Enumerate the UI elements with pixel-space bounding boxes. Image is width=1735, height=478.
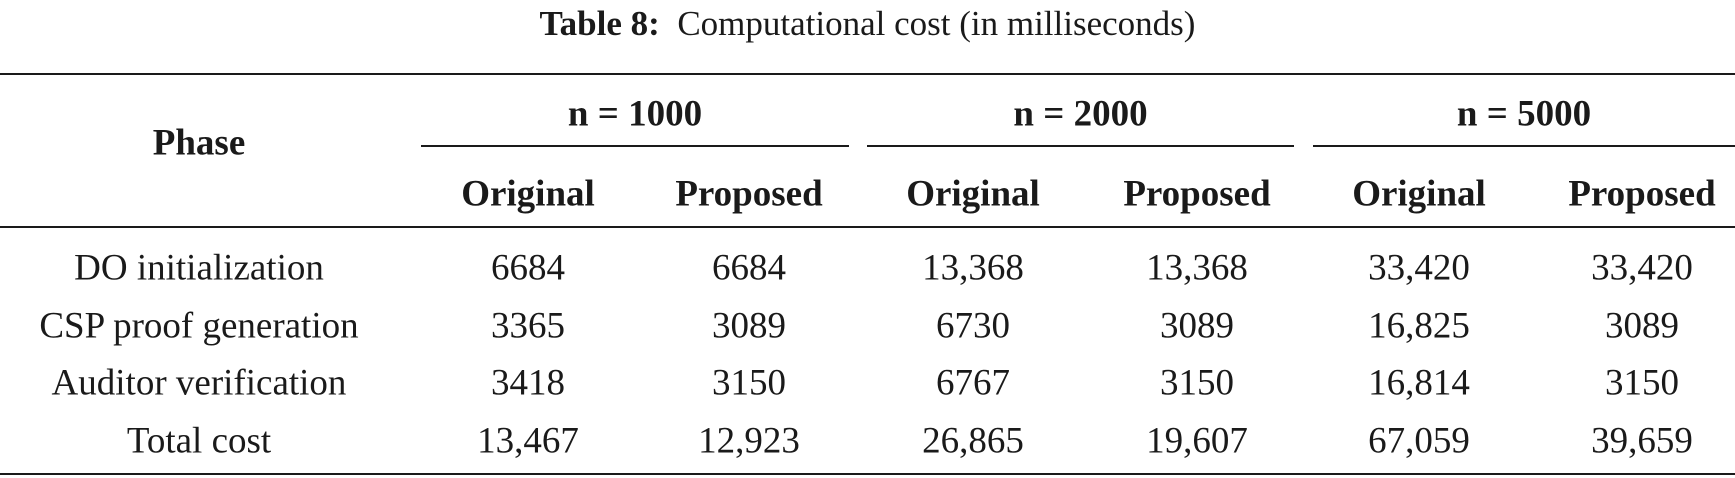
value-cell: 3150 bbox=[1160, 362, 1234, 404]
subheader: Proposed bbox=[675, 173, 823, 215]
subheader: Original bbox=[1352, 173, 1486, 215]
value-cell: 26,865 bbox=[922, 420, 1024, 462]
value-cell: 19,607 bbox=[1146, 420, 1248, 462]
value-cell: 16,814 bbox=[1368, 362, 1470, 404]
value-cell: 6767 bbox=[936, 362, 1010, 404]
header-rule bbox=[0, 226, 1735, 228]
group-rule bbox=[421, 145, 849, 147]
value-cell: 39,659 bbox=[1591, 420, 1693, 462]
value-cell: 3365 bbox=[491, 305, 565, 347]
subheader: Original bbox=[461, 173, 595, 215]
caption: Table 8: Computational cost (in millisec… bbox=[0, 4, 1735, 44]
value-cell: 3418 bbox=[491, 362, 565, 404]
value-cell: 12,923 bbox=[698, 420, 800, 462]
value-cell: 6730 bbox=[936, 305, 1010, 347]
phase-cell: Auditor verification bbox=[51, 362, 347, 404]
phase-cell: DO initialization bbox=[74, 247, 324, 289]
top-rule bbox=[0, 73, 1735, 75]
subheader: Proposed bbox=[1123, 173, 1271, 215]
group-rule bbox=[1313, 145, 1735, 147]
value-cell: 6684 bbox=[712, 247, 786, 289]
value-cell: 3089 bbox=[712, 305, 786, 347]
value-cell: 3150 bbox=[1605, 362, 1679, 404]
value-cell: 13,467 bbox=[477, 420, 579, 462]
value-cell: 3150 bbox=[712, 362, 786, 404]
value-cell: 33,420 bbox=[1368, 247, 1470, 289]
value-cell: 67,059 bbox=[1368, 420, 1470, 462]
value-cell: 13,368 bbox=[922, 247, 1024, 289]
caption-text: Computational cost (in milliseconds) bbox=[677, 4, 1196, 43]
phase-header: Phase bbox=[152, 122, 246, 164]
subheader: Proposed bbox=[1568, 173, 1716, 215]
bottom-rule bbox=[0, 473, 1735, 475]
subheader: Original bbox=[906, 173, 1040, 215]
value-cell: 16,825 bbox=[1368, 305, 1470, 347]
value-cell: 6684 bbox=[491, 247, 565, 289]
phase-cell: Total cost bbox=[126, 420, 272, 462]
value-cell: 3089 bbox=[1160, 305, 1234, 347]
group-header: n = 1000 bbox=[567, 93, 703, 135]
value-cell: 13,368 bbox=[1146, 247, 1248, 289]
group-rule bbox=[867, 145, 1294, 147]
caption-label: Table 8: bbox=[539, 4, 660, 43]
value-cell: 33,420 bbox=[1591, 247, 1693, 289]
value-cell: 3089 bbox=[1605, 305, 1679, 347]
phase-cell: CSP proof generation bbox=[39, 305, 359, 347]
group-header: n = 2000 bbox=[1013, 93, 1148, 135]
group-header: n = 5000 bbox=[1456, 93, 1592, 135]
